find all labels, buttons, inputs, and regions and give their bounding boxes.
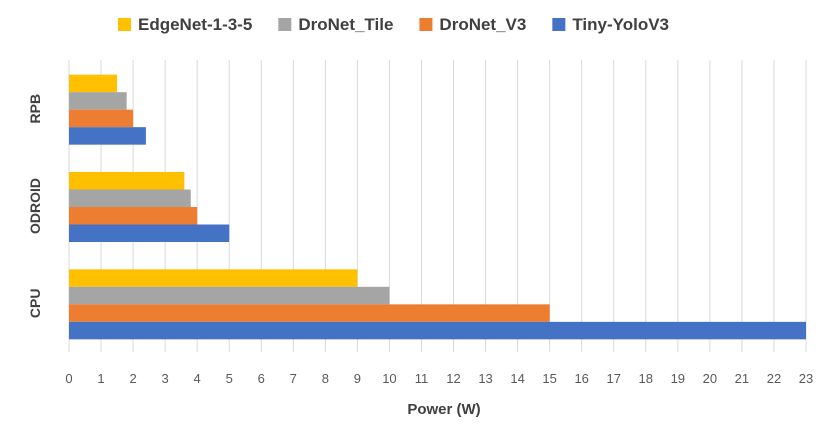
bar-rpb-dronet-v3 <box>69 109 134 128</box>
x-tick-label: 21 <box>735 371 749 386</box>
x-tick-label: 9 <box>354 371 361 386</box>
bar-odroid-dronet-tile <box>69 189 191 207</box>
x-tick-label: 4 <box>194 371 201 386</box>
bar-rpb-edgenet-1-3-5 <box>69 74 118 93</box>
bar-cpu-edgenet-1-3-5 <box>69 269 358 287</box>
x-tick-label: 7 <box>290 371 297 386</box>
legend-swatch-dronet-v3 <box>419 18 433 31</box>
x-tick-label: 3 <box>162 371 169 386</box>
bar-odroid-edgenet-1-3-5 <box>69 172 185 190</box>
bar-odroid-dronet-v3 <box>69 207 198 225</box>
x-tick-label: 11 <box>415 371 429 386</box>
legend-label-tiny-yolov3: Tiny-YoloV3 <box>572 15 669 34</box>
x-tick-label: 16 <box>574 371 588 386</box>
bars <box>69 74 806 340</box>
category-label-rpb: RPB <box>27 94 43 124</box>
bar-cpu-dronet-v3 <box>69 304 550 322</box>
gridlines <box>68 60 807 352</box>
x-tick-label: 23 <box>799 371 813 386</box>
legend-label-edgenet-1-3-5: EdgeNet-1-3-5 <box>138 15 252 34</box>
x-tick-label: 1 <box>97 371 104 386</box>
bar-odroid-tiny-yolov3 <box>69 224 230 242</box>
category-label-cpu: CPU <box>27 289 43 319</box>
legend: EdgeNet-1-3-5 DroNet_Tile DroNet_V3 Tiny-Yo… <box>118 15 669 34</box>
x-tick-label: 14 <box>510 371 524 386</box>
x-tick-label: 10 <box>382 371 396 386</box>
x-tick-label: 0 <box>65 371 72 386</box>
legend-swatch-tiny-yolov3 <box>552 18 566 31</box>
legend-label-dronet-v3: DroNet_V3 <box>439 15 526 34</box>
x-tick-label: 6 <box>258 371 265 386</box>
x-tick-label: 5 <box>226 371 233 386</box>
x-tick-label: 8 <box>322 371 329 386</box>
x-tick-label: 18 <box>639 371 653 386</box>
x-axis-title: Power (W) <box>407 401 480 418</box>
x-axis-ticks: 0 1 2 3 4 5 6 7 8 9 10 11 12 13 14 15 16 17 18 19 20 21 22 23 <box>65 371 813 386</box>
bar-cpu-tiny-yolov3 <box>69 321 806 340</box>
bar-cpu-dronet-tile <box>69 286 390 305</box>
x-tick-label: 20 <box>703 371 717 386</box>
bar-rpb-tiny-yolov3 <box>69 127 146 145</box>
legend-label-dronet-tile: DroNet_Tile <box>298 15 393 34</box>
y-axis-categories: RPB ODROID CPU <box>27 94 43 318</box>
bar-rpb-dronet-tile <box>69 92 127 110</box>
x-tick-label: 15 <box>542 371 556 386</box>
legend-swatch-dronet-tile <box>278 18 292 31</box>
x-tick-label: 2 <box>129 371 136 386</box>
x-tick-label: 19 <box>671 371 685 386</box>
x-tick-label: 22 <box>767 371 781 386</box>
x-tick-label: 12 <box>446 371 460 386</box>
legend-swatch-edgenet-1-3-5 <box>118 18 131 31</box>
x-tick-label: 17 <box>607 371 621 386</box>
category-label-odroid: ODROID <box>27 178 43 234</box>
x-tick-label: 13 <box>478 371 492 386</box>
